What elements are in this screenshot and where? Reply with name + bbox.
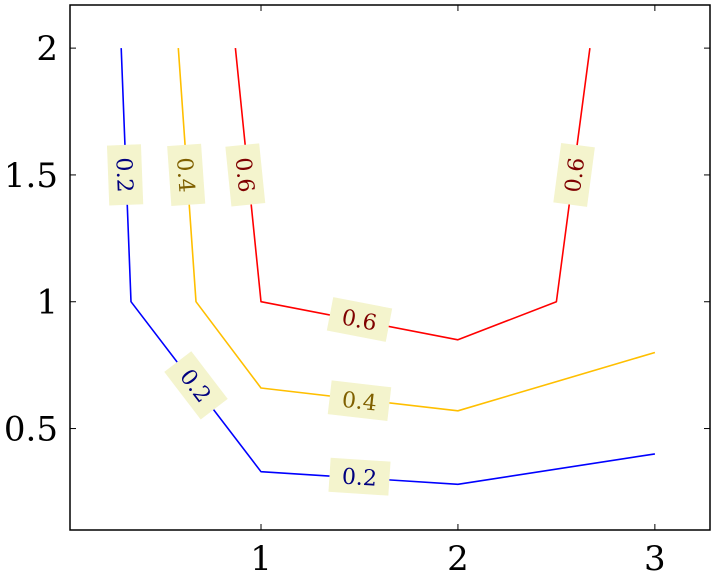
contour-label-text: 0.6 <box>230 156 258 193</box>
y-tick-label: 2 <box>36 29 58 69</box>
plot-frame <box>69 4 711 531</box>
contour-label-background <box>167 143 206 207</box>
contour-lines <box>120 47 656 486</box>
contour-label: 0.6 <box>553 142 595 207</box>
contour-label-background <box>164 351 228 420</box>
contour-label-background <box>327 380 392 422</box>
contour-labels: 0.2 0.2 0.2 0.4 0.4 0.6 0.6 0.6 <box>106 142 595 496</box>
contour-label-text: 0.6 <box>561 156 590 194</box>
axis-ticks <box>70 5 710 530</box>
contour-label-text: 0.4 <box>171 157 198 194</box>
contour-line-0-4 <box>177 48 656 412</box>
contour-line-0-2 <box>120 48 656 486</box>
contour-label: 0.6 <box>326 297 393 342</box>
contour-label-background <box>326 297 393 342</box>
plot-border <box>69 4 711 531</box>
contour-label-text: 0.4 <box>341 388 379 417</box>
x-tick-label: 3 <box>644 539 666 578</box>
contour-label: 0.2 <box>106 144 144 206</box>
contour-label-text: 0.2 <box>341 465 378 492</box>
contour-label-background <box>225 143 266 207</box>
contour-label: 0.2 <box>328 457 391 496</box>
contour-label-background <box>328 457 391 496</box>
contour-label: 0.4 <box>167 143 206 207</box>
contour-label-background <box>553 142 595 207</box>
y-tick-label: 0.5 <box>4 410 58 450</box>
contour-label-text: 0.2 <box>110 157 136 193</box>
x-tick-label: 2 <box>447 539 469 578</box>
y-tick-label: 1.5 <box>4 156 58 196</box>
contour-label-background <box>106 144 144 206</box>
tick-labels: 1 2 3 0.5 1 1.5 2 <box>4 29 666 578</box>
y-tick-label: 1 <box>36 283 58 323</box>
contour-label: 0.6 <box>225 143 266 207</box>
contour-label: 0.2 <box>164 351 228 420</box>
x-tick-label: 1 <box>250 539 272 578</box>
contour-line-0-6 <box>234 47 591 341</box>
contour-label: 0.4 <box>327 380 392 422</box>
